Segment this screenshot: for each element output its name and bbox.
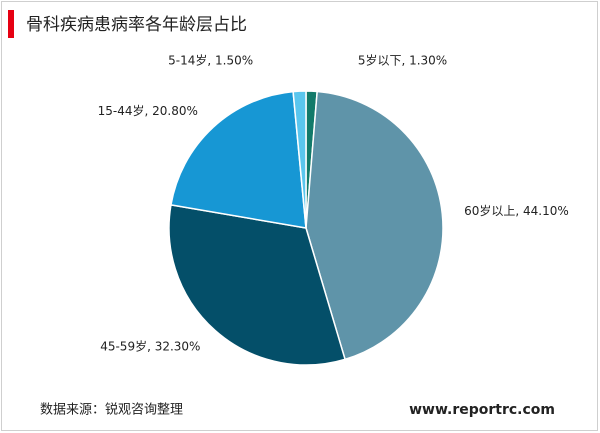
pie-slice bbox=[170, 90, 307, 229]
data-label: 5-14岁, 1.50% bbox=[168, 53, 253, 68]
pie-slice bbox=[168, 204, 346, 366]
data-label: 45-59岁, 32.30% bbox=[100, 338, 200, 353]
source: 数据来源：锐观咨询整理 bbox=[40, 403, 183, 418]
pie-slice bbox=[305, 90, 444, 361]
pie-slice bbox=[292, 90, 307, 229]
data-label: 5岁以下, 1.30% bbox=[358, 53, 447, 68]
chart-title: 骨科疾病患病率各年龄层占比 bbox=[26, 15, 247, 35]
data-label: 60岁以上, 44.10% bbox=[464, 203, 569, 218]
data-label: 15-44岁, 20.80% bbox=[98, 103, 198, 118]
title-bar bbox=[8, 10, 14, 38]
website: www.reportrc.com bbox=[409, 402, 555, 418]
